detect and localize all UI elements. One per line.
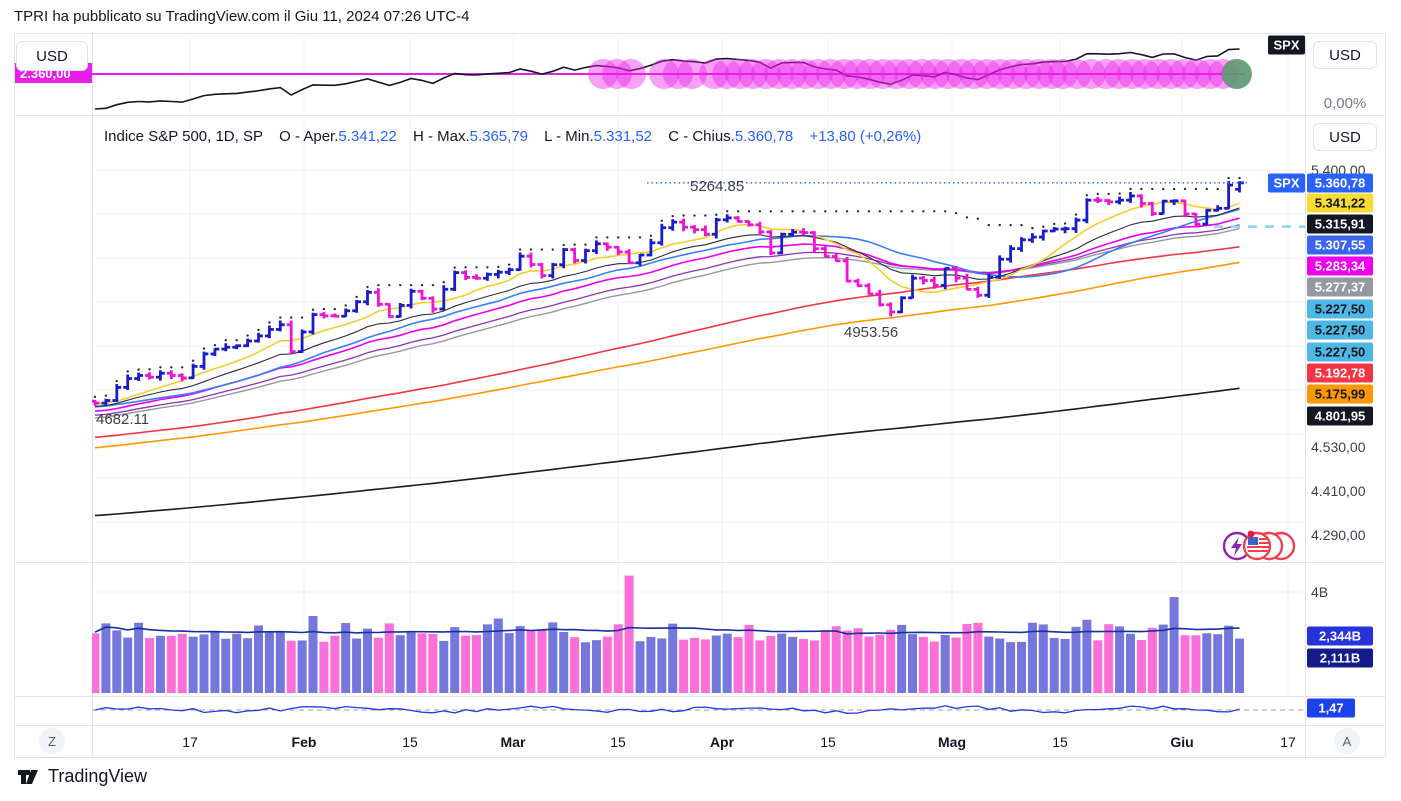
volume-panel-canvas[interactable] — [92, 562, 1305, 696]
time-axis-label: 15 — [1052, 734, 1068, 750]
time-axis-label: Giu — [1170, 734, 1194, 750]
panel-divider-volume — [14, 562, 1385, 563]
chart-legend: Indice S&P 500, 1D, SP O - Aper.5.341,22… — [104, 128, 921, 145]
frame-border-top — [14, 33, 1385, 34]
price-scale-label: 1,47 — [1307, 698, 1355, 718]
price-scale-label: 5.175,99 — [1307, 384, 1373, 404]
price-scale-label: 2,111B — [1307, 648, 1373, 668]
top-scale-percent: 0,00% — [1323, 95, 1367, 112]
time-axis-label: 15 — [402, 734, 418, 750]
top-scale-currency-button[interactable]: USD — [1313, 41, 1377, 69]
price-scale-label: 4.801,95 — [1307, 406, 1373, 426]
frame-border-bottom — [14, 757, 1385, 758]
legend-high-label: H - Max. — [412, 128, 470, 145]
time-axis-label: 17 — [1280, 734, 1296, 750]
oscillator-panel-canvas[interactable] — [92, 696, 1305, 725]
svg-text:5264.85: 5264.85 — [690, 178, 744, 195]
legend-open-label: O - Aper. — [279, 128, 339, 145]
time-axis-label: 15 — [820, 734, 836, 750]
axis-tick: 4.410,00 — [1311, 483, 1366, 499]
time-axis-labels: 17 Feb 15 Mar 15 Apr 15 Mag 15 Giu 17 — [14, 725, 1385, 757]
price-scale-label: 2,344B — [1307, 626, 1373, 646]
svg-text:4953.56: 4953.56 — [844, 324, 898, 341]
price-scale-label: 5.277,37 — [1307, 277, 1373, 297]
price-scale-label: 5.307,55 — [1307, 235, 1373, 255]
left-scale-divider — [92, 33, 93, 757]
axis-tick: 4.530,00 — [1311, 439, 1366, 455]
price-scale-label: 5.315,91 — [1307, 214, 1373, 234]
legend-low-label: L - Min. — [544, 128, 594, 145]
time-axis-border-top — [14, 725, 1385, 726]
time-axis-label: Mar — [500, 734, 526, 750]
axis-tick: 4.290,00 — [1311, 527, 1366, 543]
time-axis-label: 17 — [182, 734, 198, 750]
price-scale-label: 5.341,22 — [1307, 193, 1373, 213]
us-flag-icon — [1242, 530, 1296, 561]
publish-caption: TPRI ha pubblicato su TradingView.com il… — [14, 8, 470, 25]
auto-scale-button[interactable]: A — [1334, 728, 1360, 754]
time-axis[interactable]: Z 17 Feb 15 Mar 15 Apr 15 Mag 15 Giu 17 A — [14, 725, 1385, 757]
chart-watermark-icons — [1222, 530, 1296, 561]
panel-divider-oscillator — [14, 696, 1385, 697]
right-scale-divider — [1305, 33, 1306, 757]
price-scale-label: 5.227,50 — [1307, 342, 1373, 362]
percent-panel-canvas[interactable] — [92, 33, 1305, 115]
frame-border-right — [1385, 33, 1386, 757]
price-panel-canvas[interactable]: 5264.85 4953.56 4682.11 — [92, 115, 1305, 562]
time-axis-label: Mag — [938, 734, 966, 750]
price-scale-label: 5.192,78 — [1307, 363, 1373, 383]
price-scale-label: 5.227,50 — [1307, 299, 1373, 319]
main-scale-currency-button[interactable]: USD — [1313, 123, 1377, 151]
legend-high-value: 5.365,79 — [469, 128, 528, 145]
left-currency-button[interactable]: USD — [16, 41, 88, 71]
top-symbol-badge: SPX — [1268, 35, 1305, 55]
current-price-label: 5.360,78 — [1307, 173, 1373, 193]
brand-name: TradingView — [48, 765, 148, 786]
frame-border-left — [14, 33, 15, 757]
svg-text:4682.11: 4682.11 — [96, 411, 149, 428]
legend-change-value: +13,80 (+0,26%) — [809, 128, 922, 145]
legend-close-value: 5.360,78 — [734, 128, 794, 145]
legend-title: Indice S&P 500, 1D, SP — [104, 128, 263, 145]
time-axis-label: Feb — [291, 734, 317, 750]
timezone-button[interactable]: Z — [39, 728, 65, 754]
legend-open-value: 5.341,22 — [338, 128, 397, 145]
time-axis-label: Apr — [709, 734, 735, 750]
legend-low-value: 5.331,52 — [593, 128, 653, 145]
axis-tick: 4B — [1311, 584, 1329, 600]
price-scale-label: 5.283,34 — [1307, 256, 1373, 276]
footer: TradingView — [16, 764, 147, 788]
time-axis-label: 15 — [610, 734, 626, 750]
price-symbol-badge: SPX — [1268, 173, 1305, 193]
legend-close-label: C - Chius. — [668, 128, 735, 145]
tradingview-logo-icon — [18, 770, 38, 784]
price-scale-label: 5.227,50 — [1307, 320, 1373, 340]
panel-divider-top — [14, 115, 1385, 116]
